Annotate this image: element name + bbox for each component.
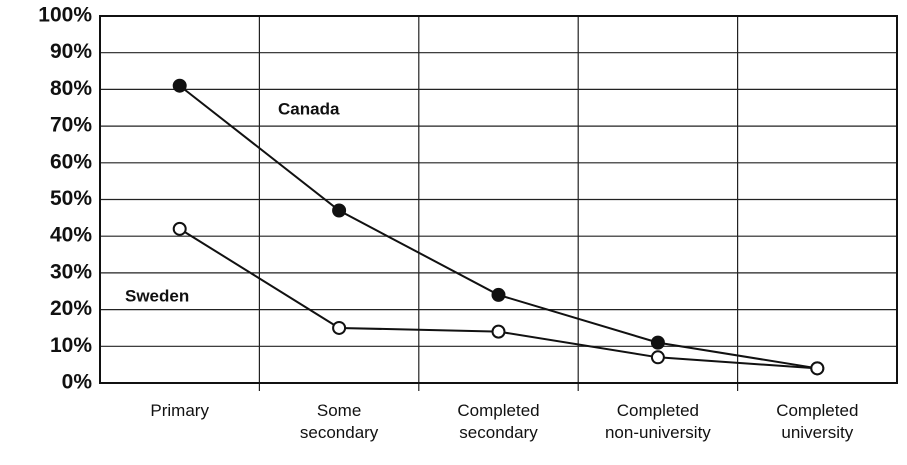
data-point bbox=[810, 361, 825, 376]
y-tick-label: 30% bbox=[50, 260, 92, 283]
y-tick-label: 0% bbox=[62, 371, 93, 394]
y-tick-label: 10% bbox=[50, 334, 92, 357]
x-tick-label: Completed secondary bbox=[457, 401, 540, 442]
data-point bbox=[332, 320, 347, 335]
x-tick-label: Completed university bbox=[776, 401, 859, 442]
y-tick-label: 70% bbox=[50, 114, 92, 137]
data-point bbox=[491, 287, 506, 302]
plot-frame bbox=[99, 15, 898, 384]
y-tick-label: 100% bbox=[38, 4, 92, 27]
data-point bbox=[172, 221, 187, 236]
data-point bbox=[172, 78, 187, 93]
x-tick-label: Some secondary bbox=[299, 401, 379, 442]
x-tick-label: Completed non-university bbox=[604, 401, 711, 442]
data-point bbox=[650, 350, 665, 365]
y-tick-label: 50% bbox=[50, 187, 92, 210]
series-label: Canada bbox=[278, 99, 340, 118]
data-point bbox=[332, 203, 347, 218]
y-tick-label: 80% bbox=[50, 77, 92, 100]
y-tick-label: 90% bbox=[50, 40, 92, 63]
y-tick-label: 20% bbox=[50, 297, 92, 320]
series-label: Sweden bbox=[125, 286, 189, 305]
data-point bbox=[650, 335, 665, 350]
x-tick-label: Primary bbox=[150, 401, 209, 420]
y-tick-label: 60% bbox=[50, 150, 92, 173]
data-point bbox=[491, 324, 506, 339]
y-tick-label: 40% bbox=[50, 224, 92, 247]
